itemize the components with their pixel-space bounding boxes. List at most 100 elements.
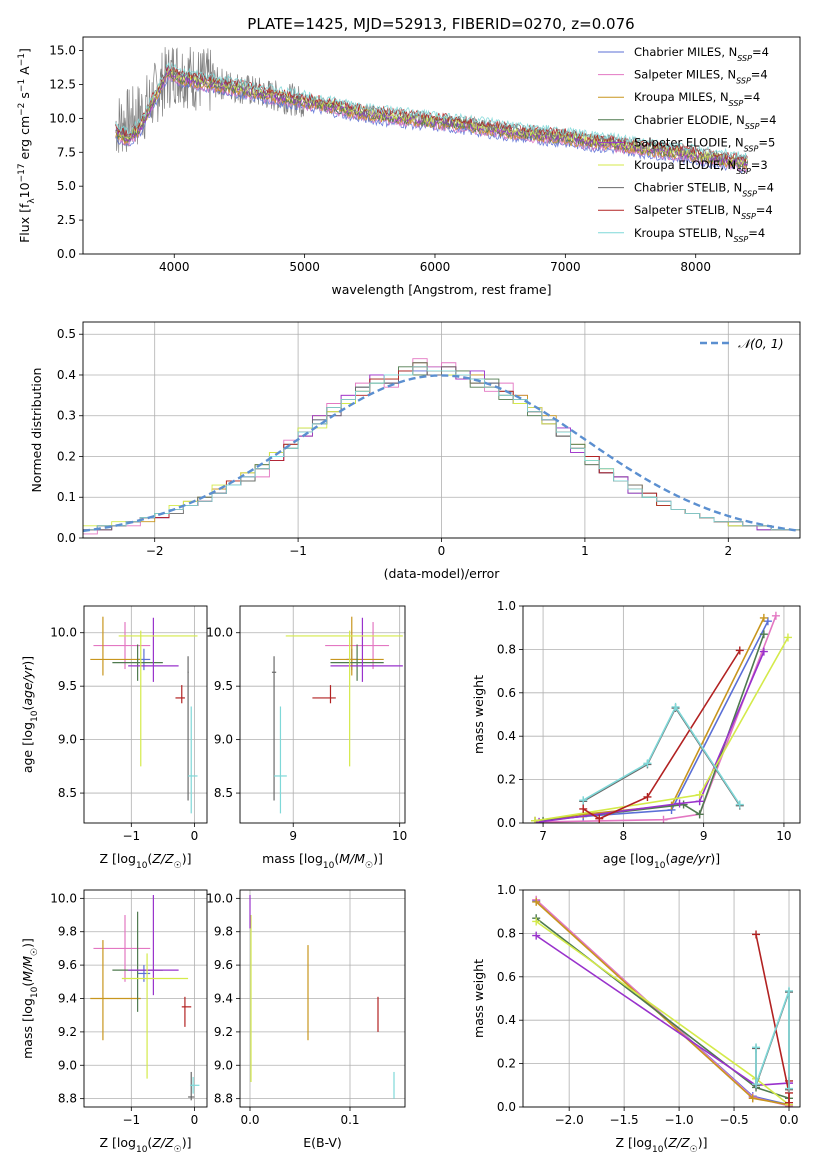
y-tick-label: 9.0 bbox=[214, 1058, 233, 1072]
x-tick-label: 0 bbox=[438, 544, 446, 558]
plot-area bbox=[271, 616, 403, 814]
y-tick-label: 0.8 bbox=[497, 642, 516, 656]
weight-marker bbox=[759, 647, 768, 656]
errorbar-point bbox=[312, 685, 336, 704]
y-tick-label: 0.0 bbox=[57, 531, 76, 545]
y-axis-label: Normed distribution bbox=[29, 368, 44, 493]
x-axis-label: wavelength [Angstrom, rest frame] bbox=[331, 282, 551, 297]
weight-marker bbox=[659, 815, 668, 823]
model-line bbox=[115, 69, 748, 168]
x-tick-label: −1 bbox=[122, 1113, 140, 1127]
y-tick-label: 0.5 bbox=[57, 327, 76, 341]
y-tick-label: 10.0 bbox=[49, 111, 76, 125]
y-axis-label: mass weight bbox=[471, 675, 486, 754]
plot-area bbox=[83, 358, 800, 535]
errorbar-point bbox=[330, 617, 403, 682]
y-tick-label: 9.4 bbox=[214, 992, 233, 1006]
y-tick-label: 0.6 bbox=[497, 970, 516, 984]
errorbar-point bbox=[121, 953, 189, 1079]
x-tick-label: 7000 bbox=[550, 260, 581, 274]
y-tick-label: 10.0 bbox=[206, 891, 233, 905]
plot-area bbox=[532, 895, 794, 1107]
y-tick-label: 9.8 bbox=[214, 925, 233, 939]
legend-label: Chabrier ELODIE, NSSP=4 bbox=[634, 113, 776, 131]
legend-label: Chabrier MILES, NSSP=4 bbox=[634, 45, 769, 63]
x-tick-label: 7 bbox=[539, 829, 547, 843]
plot-frame bbox=[82, 36, 801, 255]
weight-marker bbox=[643, 792, 652, 801]
weight-line bbox=[535, 917, 790, 1100]
x-tick-label: −0.5 bbox=[719, 1113, 748, 1127]
legend-label: Salpeter MILES, NSSP=4 bbox=[634, 68, 768, 86]
plot-frame bbox=[522, 605, 801, 824]
weight-line bbox=[534, 637, 789, 822]
x-tick-label: −1.0 bbox=[665, 1113, 694, 1127]
weight-marker bbox=[771, 611, 780, 620]
y-tick-label: 9.4 bbox=[58, 992, 77, 1006]
weight-marker bbox=[763, 617, 772, 626]
panel-mass_vs_ebv: 0.0 0.1 8.8 9.0 9.2 9.4 9.6 9.8 10.0 E(B-V) bbox=[206, 889, 406, 1150]
y-tick-label: 0.4 bbox=[57, 368, 76, 382]
weight-line bbox=[543, 615, 777, 823]
legend-label: Chabrier STELIB, NSSP=4 bbox=[634, 181, 774, 199]
y-tick-label: 8.5 bbox=[214, 786, 233, 800]
weight-marker bbox=[783, 633, 792, 642]
errorbar-point bbox=[188, 706, 198, 814]
y-tick-label: 5.0 bbox=[57, 179, 76, 193]
x-tick-label: 0.0 bbox=[779, 1113, 798, 1127]
y-tick-label: 0.0 bbox=[57, 247, 76, 261]
y-tick-label: 9.2 bbox=[58, 1025, 77, 1039]
weight-marker bbox=[785, 1084, 794, 1093]
plot-area bbox=[90, 895, 200, 1101]
y-tick-label: 12.5 bbox=[49, 77, 76, 91]
x-tick-label: −2 bbox=[146, 544, 164, 558]
weight-marker bbox=[759, 630, 768, 639]
weight-marker bbox=[785, 986, 794, 995]
legend-label: Kroupa ELODIE, NSSP=3 bbox=[634, 158, 768, 176]
weight-line bbox=[582, 705, 741, 806]
x-tick-label: −2.0 bbox=[555, 1113, 584, 1127]
y-tick-label: 9.5 bbox=[58, 679, 77, 693]
y-tick-label: 0.6 bbox=[497, 686, 516, 700]
weight-line bbox=[535, 920, 790, 1106]
legend-label: Kroupa MILES, NSSP=4 bbox=[634, 90, 760, 108]
y-tick-label: 10.0 bbox=[50, 891, 77, 905]
model-line bbox=[115, 66, 748, 167]
y-tick-label: 0.0 bbox=[497, 816, 516, 830]
panel-age_vs_mass: 9 10 8.5 9.0 9.5 10.0 mass [log10(M/M☉)] bbox=[206, 605, 407, 871]
weight-marker bbox=[735, 646, 744, 655]
weight-marker bbox=[643, 759, 652, 768]
weight-marker bbox=[752, 930, 761, 939]
legend-label: Salpeter STELIB, NSSP=4 bbox=[634, 203, 773, 221]
errorbar-point bbox=[181, 996, 192, 1027]
weight-line bbox=[755, 990, 790, 1089]
weight-marker bbox=[579, 804, 588, 813]
errorbar-point bbox=[189, 1076, 200, 1094]
errorbar-point bbox=[137, 965, 151, 982]
x-axis-label: E(B-V) bbox=[303, 1135, 342, 1150]
panel-spectrum: 4000 5000 6000 7000 8000 0.0 2.5 5.0 7.5 10.0 12.5… bbox=[17, 36, 801, 297]
errorbar-point bbox=[330, 644, 384, 681]
x-tick-label: 0.1 bbox=[340, 1113, 359, 1127]
y-tick-label: 9.5 bbox=[214, 679, 233, 693]
x-axis-label: Z [log10(Z/Z☉)] bbox=[616, 1135, 708, 1155]
x-tick-label: 2 bbox=[724, 544, 732, 558]
weight-marker bbox=[735, 800, 744, 809]
weight-marker bbox=[531, 816, 540, 823]
weight-marker bbox=[785, 1098, 794, 1107]
x-tick-label: 8000 bbox=[680, 260, 711, 274]
errorbar-point bbox=[285, 630, 403, 767]
x-tick-label: −1 bbox=[289, 544, 307, 558]
x-tick-label: 0.0 bbox=[240, 1113, 259, 1127]
errorbar-point bbox=[175, 685, 185, 704]
plot-area bbox=[249, 895, 395, 1099]
y-axis-label: mass [log10(M/M☉)] bbox=[20, 938, 40, 1059]
y-tick-label: 0.2 bbox=[497, 773, 516, 787]
x-axis-label: mass [log10(M/M☉)] bbox=[262, 851, 383, 871]
weight-line bbox=[538, 651, 765, 823]
y-tick-label: 9.0 bbox=[214, 733, 233, 747]
plot-frame bbox=[83, 605, 208, 824]
errorbar-point bbox=[187, 656, 189, 801]
weight-marker bbox=[671, 702, 680, 711]
errorbar-point bbox=[112, 644, 163, 681]
